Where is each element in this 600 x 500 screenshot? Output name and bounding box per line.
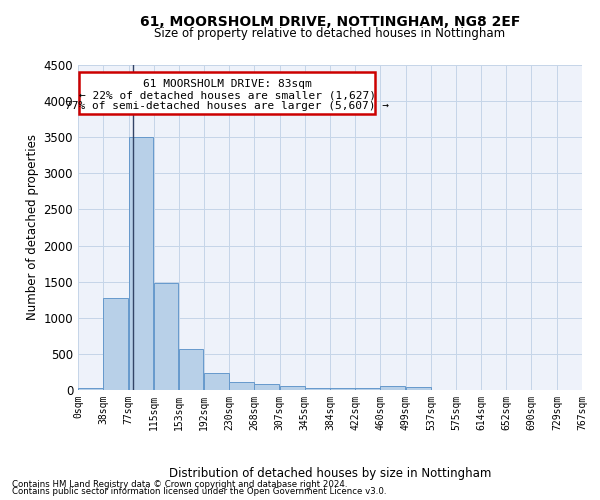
Bar bbox=[79, 72, 375, 114]
Bar bbox=[406, 387, 431, 390]
Text: Distribution of detached houses by size in Nottingham: Distribution of detached houses by size … bbox=[169, 467, 491, 480]
Bar bbox=[280, 386, 305, 390]
Bar bbox=[103, 298, 128, 390]
Text: 61, MOORSHOLM DRIVE, NOTTINGHAM, NG8 2EF: 61, MOORSHOLM DRIVE, NOTTINGHAM, NG8 2EF bbox=[140, 15, 520, 29]
Bar bbox=[205, 372, 229, 390]
Y-axis label: Number of detached properties: Number of detached properties bbox=[26, 134, 40, 320]
Text: Size of property relative to detached houses in Nottingham: Size of property relative to detached ho… bbox=[154, 28, 506, 40]
Text: Contains public sector information licensed under the Open Government Licence v3: Contains public sector information licen… bbox=[12, 487, 386, 496]
Bar bbox=[305, 388, 329, 390]
Bar bbox=[154, 283, 178, 390]
Text: 77% of semi-detached houses are larger (5,607) →: 77% of semi-detached houses are larger (… bbox=[65, 101, 389, 111]
Bar bbox=[179, 349, 203, 390]
Bar bbox=[331, 388, 355, 390]
Text: Contains HM Land Registry data © Crown copyright and database right 2024.: Contains HM Land Registry data © Crown c… bbox=[12, 480, 347, 489]
Bar bbox=[355, 388, 380, 390]
Text: ← 22% of detached houses are smaller (1,627): ← 22% of detached houses are smaller (1,… bbox=[79, 90, 376, 101]
Bar bbox=[380, 386, 405, 390]
Bar bbox=[229, 382, 254, 390]
Bar bbox=[254, 384, 279, 390]
Bar bbox=[129, 137, 154, 390]
Text: 61 MOORSHOLM DRIVE: 83sqm: 61 MOORSHOLM DRIVE: 83sqm bbox=[143, 80, 311, 90]
Bar bbox=[78, 388, 103, 390]
